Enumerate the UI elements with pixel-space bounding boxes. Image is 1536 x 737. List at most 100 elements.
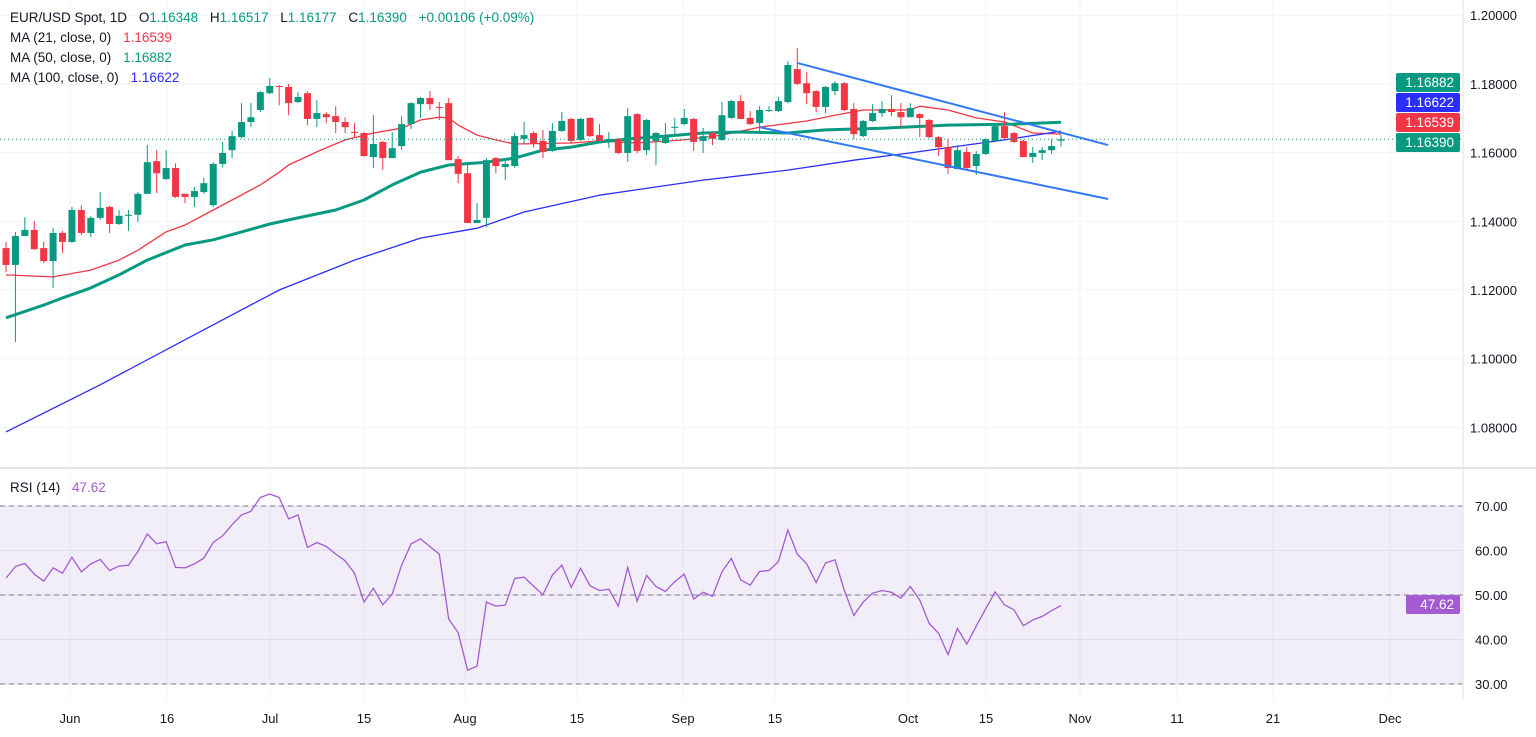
symbol-title[interactable]: EUR/USD Spot, 1D	[10, 10, 128, 25]
close-value: 1.16390	[358, 10, 407, 25]
close-label: C	[348, 10, 359, 25]
candle-body	[228, 136, 236, 151]
candle-body	[49, 232, 57, 262]
ma21-label: MA (21, close, 0)	[10, 30, 112, 45]
candle-body	[398, 124, 406, 147]
candle-body	[200, 183, 208, 193]
candle-body	[77, 209, 85, 233]
high-label: H	[209, 10, 220, 25]
rsi-tick-label: 50.00	[1475, 588, 1508, 603]
candle-body	[972, 153, 980, 166]
candle-body	[209, 163, 217, 206]
time-tick-label: Jul	[262, 711, 279, 726]
candle-body	[709, 133, 716, 139]
time-tick-label: 15	[570, 711, 584, 726]
candle-body	[699, 136, 707, 141]
candle-body	[360, 133, 368, 157]
rsi-line	[5, 493, 1062, 672]
candle-body	[445, 103, 453, 161]
time-tick-label: Oct	[898, 711, 919, 726]
rsi-value: 47.62	[72, 480, 106, 495]
candle-body	[803, 83, 811, 94]
time-tick-label: Aug	[453, 711, 476, 726]
ma100-value: 1.16622	[130, 70, 180, 85]
price-tag-ma50: 1.16882	[1396, 73, 1460, 92]
candle-body	[925, 119, 933, 138]
candle-body	[633, 114, 641, 151]
candle-body	[840, 83, 848, 111]
ma50-label: MA (50, close, 0)	[10, 50, 112, 65]
candle-body	[991, 126, 999, 141]
candle-body	[916, 114, 924, 118]
candle-body	[40, 248, 48, 262]
candle-body	[548, 130, 556, 151]
candle-body	[332, 116, 340, 123]
candle-body	[181, 193, 189, 197]
candle-body	[369, 144, 377, 158]
candle-body	[643, 119, 651, 151]
candle-body	[2, 248, 10, 265]
candle-body	[351, 131, 359, 134]
price-axis[interactable]: 1.20000 1.18000 1.16000 1.14000 1.12000 1.100…	[1470, 8, 1517, 435]
candle-body	[501, 163, 509, 168]
time-tick-label: Dec	[1378, 711, 1402, 726]
candle-body	[275, 85, 283, 87]
candle-body	[313, 113, 321, 119]
low-value: 1.16177	[287, 10, 337, 25]
candle-body	[982, 139, 990, 154]
ma100-legend[interactable]: MA (100, close, 0) 1.16622	[10, 70, 179, 85]
ma21-value: 1.16539	[123, 30, 172, 45]
candle-body	[464, 173, 472, 224]
candle-body	[850, 108, 858, 135]
candle-body	[1029, 152, 1037, 158]
candle-body	[407, 103, 415, 125]
candle-body	[567, 118, 575, 141]
price-tick-label: 1.16000	[1470, 146, 1517, 161]
candle-body	[595, 135, 603, 141]
ma50-legend[interactable]: MA (50, close, 0) 1.16882	[10, 50, 172, 65]
time-tick-label: 15	[979, 711, 993, 726]
time-axis[interactable]: Jun 16 Jul 15 Aug 15 Sep 15 Oct 15 Nov 11 21 Dec	[60, 711, 1403, 726]
candle-body	[426, 97, 434, 105]
price-tick-label: 1.10000	[1470, 352, 1517, 367]
trendlines[interactable]	[759, 61, 1109, 200]
rsi-tick-label: 30.00	[1475, 677, 1508, 692]
candle-body	[21, 229, 29, 237]
candle-body	[256, 92, 264, 111]
candle-body	[87, 217, 95, 233]
rsi-legend[interactable]: RSI (14) 47.62	[10, 480, 106, 495]
candle-body	[11, 236, 19, 265]
rsi-levels	[0, 505, 1463, 685]
candle-body	[727, 101, 735, 118]
candle-body	[219, 152, 227, 164]
candle-body	[134, 193, 142, 215]
ma21-legend[interactable]: MA (21, close, 0) 1.16539	[10, 30, 172, 45]
candle-body	[322, 114, 330, 118]
high-value: 1.16517	[219, 10, 269, 25]
candle-body	[539, 140, 547, 152]
candle-body	[96, 207, 104, 218]
candle-body	[869, 113, 877, 121]
candle-body	[482, 160, 490, 218]
time-tick-label: Jun	[60, 711, 81, 726]
candle-body	[454, 159, 462, 174]
candle-body	[238, 122, 245, 138]
price-tick-label: 1.08000	[1470, 420, 1517, 435]
open-value: 1.16348	[149, 10, 199, 25]
candle-body	[106, 206, 114, 225]
time-tick-label: 11	[1170, 711, 1184, 726]
candle-body	[153, 161, 161, 174]
rsi-tag: 47.62	[1406, 595, 1460, 614]
rsi-axis[interactable]: 70.00 60.00 50.00 40.00 30.00	[1475, 499, 1508, 692]
change-value: +0.00106 (+0.09%)	[418, 10, 535, 25]
ma-line-50	[5, 120, 1062, 320]
candle-body	[756, 110, 764, 124]
price-tick-label: 1.12000	[1470, 283, 1517, 298]
candle-body	[718, 115, 726, 140]
candle-body	[680, 117, 688, 125]
price-tick-label: 1.14000	[1470, 214, 1517, 229]
candle-body	[511, 136, 519, 166]
candle-body	[878, 108, 886, 114]
candle-body	[143, 162, 151, 194]
